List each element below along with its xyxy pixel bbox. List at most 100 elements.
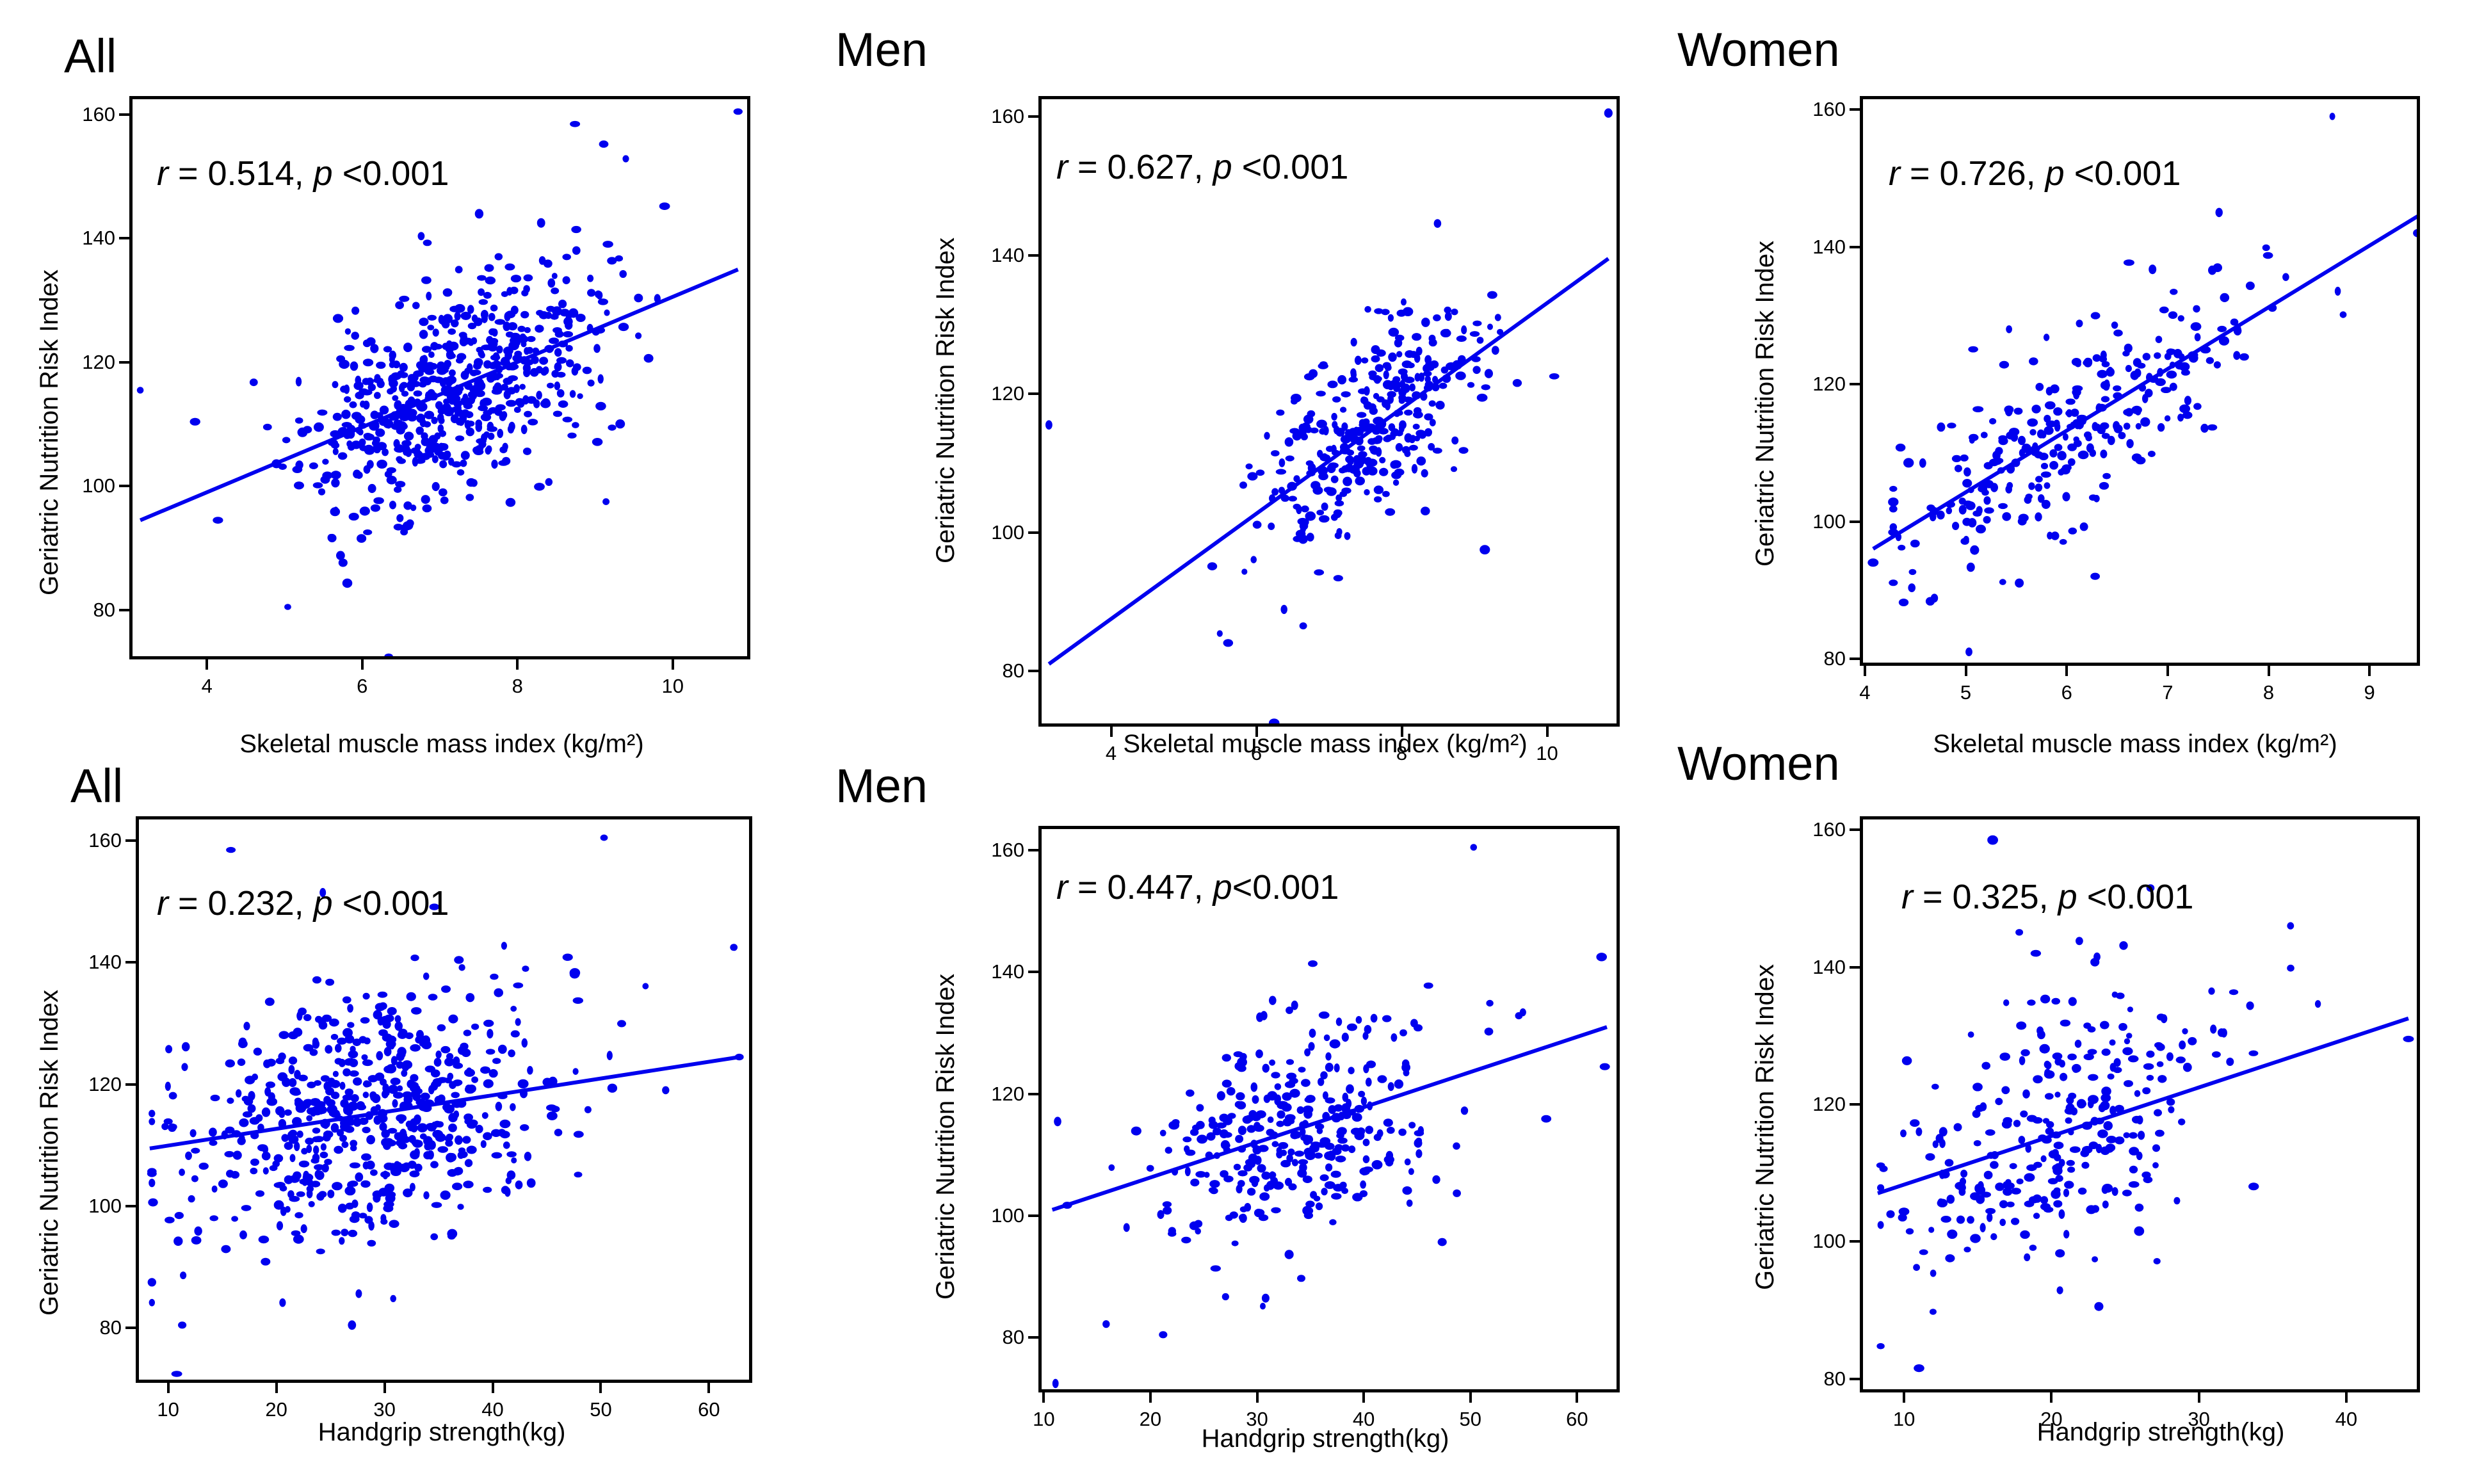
data-point [503, 390, 511, 399]
data-point [1374, 308, 1383, 314]
data-point [2314, 1000, 2321, 1008]
data-point [577, 393, 583, 399]
data-point [2006, 1201, 2015, 1207]
data-point [508, 421, 515, 431]
data-point [264, 1087, 271, 1097]
data-point [366, 1160, 375, 1170]
data-point [456, 353, 467, 360]
data-point [1412, 423, 1420, 430]
data-point [439, 460, 448, 469]
data-point [136, 387, 144, 394]
data-point [510, 1103, 516, 1111]
data-point [352, 1038, 361, 1046]
data-point [1401, 446, 1410, 455]
data-point [1375, 447, 1382, 457]
data-point [1261, 1293, 1270, 1303]
data-point [1186, 1089, 1195, 1097]
data-point [520, 311, 529, 319]
data-point [2154, 1109, 2162, 1117]
data-point [2033, 1075, 2043, 1084]
data-point [1476, 337, 1484, 344]
data-point [477, 275, 487, 281]
data-point [1937, 1198, 1944, 1206]
x-tick-mark [2050, 1392, 2053, 1403]
data-point [527, 1066, 533, 1075]
data-point [535, 325, 544, 333]
y-tick-label: 120 [82, 350, 115, 373]
data-point [1333, 575, 1343, 582]
data-point [1905, 1228, 1914, 1235]
data-point [1236, 1101, 1246, 1109]
data-point [1377, 1075, 1387, 1083]
y-tick-label: 140 [1812, 235, 1846, 258]
data-point [288, 1134, 299, 1144]
data-point [1318, 1011, 1330, 1019]
data-point [510, 275, 522, 283]
data-point [301, 1148, 308, 1155]
data-point [341, 409, 351, 419]
data-point [1209, 1188, 1218, 1195]
data-point [2020, 1230, 2030, 1239]
data-point [1323, 1034, 1330, 1042]
data-point [1401, 1063, 1410, 1072]
data-point [2037, 1030, 2045, 1040]
stat-r-value: = 0.726, [1899, 154, 2045, 193]
data-point [367, 1239, 376, 1247]
data-point [464, 1159, 473, 1167]
data-point [1196, 1104, 1204, 1112]
data-point [227, 1097, 234, 1104]
data-point [374, 392, 381, 399]
data-point [379, 1122, 387, 1131]
data-point [1395, 443, 1403, 452]
data-point [607, 257, 617, 265]
data-point [2065, 410, 2074, 417]
data-point [2058, 469, 2065, 476]
data-point [466, 1145, 477, 1154]
data-point [366, 377, 374, 386]
data-point [281, 1134, 289, 1142]
data-point [483, 431, 490, 438]
data-point [362, 1059, 373, 1067]
data-point [1364, 1025, 1372, 1034]
data-point [376, 442, 387, 451]
data-point [2166, 1052, 2174, 1061]
x-tick-mark [2368, 666, 2371, 676]
data-point [1910, 539, 1920, 548]
data-point [547, 1111, 558, 1120]
data-point [383, 1162, 394, 1170]
data-point [1976, 1195, 1985, 1204]
data-point [174, 1212, 184, 1220]
y-tick-mark [119, 485, 129, 488]
correlation-annotation: r = 0.447, p<0.001 [1056, 867, 1339, 907]
data-point [597, 298, 609, 305]
data-point [2094, 1302, 2104, 1311]
data-point [2134, 1226, 2145, 1236]
data-point [1382, 399, 1390, 408]
data-point [1246, 1188, 1256, 1196]
data-point [1549, 373, 1560, 380]
data-point [255, 1190, 265, 1197]
data-point [2029, 1245, 2037, 1251]
data-point [2106, 1136, 2117, 1143]
data-point [1259, 1192, 1270, 1201]
data-point [576, 314, 586, 322]
data-point [1341, 422, 1348, 431]
data-point [478, 299, 488, 305]
data-point [1269, 996, 1277, 1005]
data-point [382, 1170, 389, 1180]
data-point [490, 973, 499, 980]
regression-line [1047, 257, 1610, 666]
data-point [408, 1160, 417, 1169]
data-point [2142, 353, 2150, 361]
x-tick-mark [1149, 1392, 1152, 1403]
data-point [2013, 1120, 2021, 1127]
data-point [1305, 1200, 1315, 1208]
stat-p-prefix: p [2058, 878, 2077, 916]
data-point [1491, 346, 1499, 355]
data-point [289, 1154, 296, 1163]
data-point [1414, 435, 1421, 442]
data-point [302, 1177, 308, 1186]
data-point [523, 368, 531, 378]
x-tick-mark [599, 1383, 602, 1393]
data-point [320, 476, 330, 484]
